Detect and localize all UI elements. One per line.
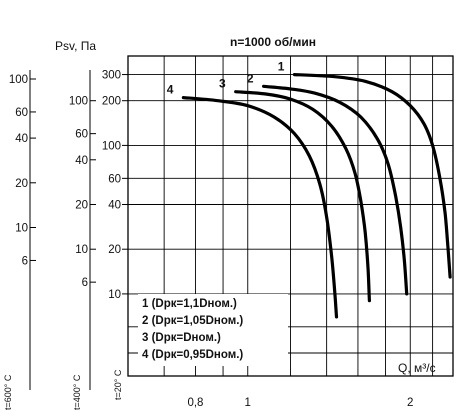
temp-label-t20: t=20° C <box>113 369 123 400</box>
y-tick-label: 100 <box>102 140 121 152</box>
temp-label-t400: t=400° C <box>72 374 82 410</box>
y-tick-label: 60 <box>108 173 121 185</box>
legend-entry-3: 3 (Dрк=Dном.) <box>142 332 221 344</box>
legend-entry-4: 4 (Dрк=0,95Dном.) <box>142 349 243 361</box>
series-curve-2 <box>262 84 409 296</box>
y-axis-t600: 6 10 20 40 60 100 <box>9 74 36 267</box>
curves: 1 2 3 4 <box>167 60 452 319</box>
x-tick-label: 1 <box>245 397 251 409</box>
series-curve-3 <box>234 90 371 303</box>
chart-title: n=1000 об/мин <box>230 35 316 49</box>
legend-entry-1: 1 (Dрк=1,1Dном.) <box>142 298 237 310</box>
y-tick-label: 100 <box>69 96 88 108</box>
y-axis-title: Psv, Па <box>55 39 96 53</box>
legend-bg <box>138 294 288 366</box>
x-tick-label: 2 <box>407 397 413 409</box>
x-axis-title: Q, м³/с <box>398 361 436 375</box>
series-curve-4 <box>181 96 339 319</box>
series-label-2: 2 <box>247 71 254 85</box>
y-tick-label: 40 <box>15 133 28 145</box>
y-tick-label: 6 <box>22 255 28 267</box>
x-axis: 0,8 1 2 <box>187 397 413 409</box>
series-curve-1 <box>292 73 452 279</box>
y-tick-label: 20 <box>75 199 88 211</box>
series-label-3: 3 <box>219 77 226 91</box>
x-tick-label: 0,8 <box>187 397 203 409</box>
y-axis-t20: 10 20 40 60 100 200 300 <box>102 70 128 301</box>
y-axis-t400: 6 10 20 40 60 100 <box>69 96 96 289</box>
y-tick-label: 40 <box>108 199 121 211</box>
y-tick-label: 10 <box>75 244 88 256</box>
y-tick-label: 10 <box>108 289 121 301</box>
series-label-1: 1 <box>278 60 285 74</box>
y-tick-label: 60 <box>75 129 88 141</box>
y-tick-label: 300 <box>102 70 121 82</box>
y-axis-title-text: Psv, Па <box>55 39 96 53</box>
legend: 1 (Dрк=1,1Dном.) 2 (Dрк=1,05Dном.) 3 (Dрк=… <box>138 294 288 366</box>
y-tick-label: 60 <box>15 107 28 119</box>
y-tick-label: 200 <box>102 96 121 108</box>
y-tick-label: 40 <box>75 155 88 167</box>
series-label-4: 4 <box>167 83 174 97</box>
y-tick-label: 10 <box>15 223 28 235</box>
y-tick-label: 100 <box>9 74 28 86</box>
y-tick-label: 20 <box>15 178 28 190</box>
legend-entry-2: 2 (Dрк=1,05Dном.) <box>142 315 243 327</box>
y-tick-label: 6 <box>82 277 88 289</box>
x-axis-title-text: Q, м³/с <box>398 361 436 375</box>
y-tick-label: 20 <box>108 244 121 256</box>
temp-label-t600: t=600° C <box>3 374 13 410</box>
